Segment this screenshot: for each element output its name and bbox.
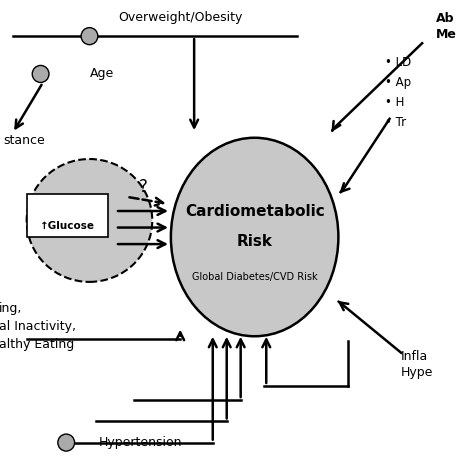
Text: Risk: Risk: [237, 234, 273, 249]
Text: ing,
al Inactivity,
althy Eating: ing, al Inactivity, althy Eating: [0, 302, 76, 351]
Circle shape: [58, 434, 74, 451]
Ellipse shape: [171, 138, 338, 336]
Text: stance: stance: [3, 134, 45, 146]
Text: Cardiometabolic: Cardiometabolic: [185, 203, 325, 219]
Text: e Syndrome: e Syndrome: [38, 201, 97, 211]
Text: Ab
Me: Ab Me: [436, 12, 457, 41]
Text: ?: ?: [138, 178, 147, 196]
Circle shape: [32, 65, 49, 82]
Text: Global Diabetes/CVD Risk: Global Diabetes/CVD Risk: [192, 272, 318, 282]
Circle shape: [81, 27, 98, 45]
Text: Infla
Hype: Infla Hype: [401, 350, 434, 379]
Text: Age: Age: [90, 67, 114, 81]
Text: ↑Glucose: ↑Glucose: [40, 221, 95, 231]
Ellipse shape: [27, 159, 152, 282]
Text: Overweight/Obesity: Overweight/Obesity: [118, 11, 242, 24]
FancyBboxPatch shape: [27, 194, 108, 237]
Text: • LD
• Ap
• H
• Tr: • LD • Ap • H • Tr: [385, 56, 411, 129]
Text: Hypertension: Hypertension: [99, 436, 182, 449]
